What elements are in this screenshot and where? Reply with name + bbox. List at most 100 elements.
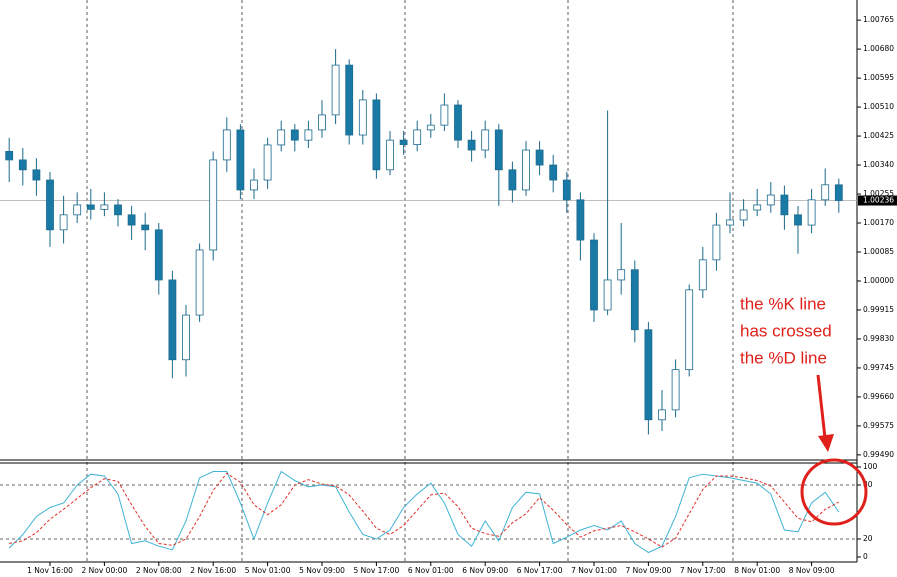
candle-body [263,144,272,181]
x-tick-label: 8 Nov 09:00 [789,566,835,575]
candle-body [821,184,830,201]
y-tick-label: 0 [863,552,868,561]
y-tick-label: 1.00425 [863,131,894,140]
candle-body [454,104,462,141]
candle-body [358,99,367,136]
line-series [8,470,840,554]
candle-body [726,219,734,226]
candle-body [603,279,612,311]
y-tick-label: 1.00510 [863,102,894,111]
y-tick-label: 100 [863,462,878,471]
candle-body [59,214,68,231]
candle-body [494,129,503,171]
y-tick-label: 1.00595 [863,73,894,82]
day-separators [86,0,734,562]
candle-body [236,129,245,191]
candle-body [73,204,82,216]
candle-body [46,179,54,231]
candle-body [549,164,558,181]
current-price-label: 1.00236 [863,196,894,205]
candle-body [345,64,354,136]
x-tick-label: 7 Nov 17:00 [680,566,726,575]
candle-body [372,99,381,171]
y-tick-label: 0.99575 [863,421,894,430]
candle-body [590,239,598,311]
candle-body [154,229,163,281]
y-tick-label: 1.00255 [863,189,894,198]
candle-body [318,114,326,131]
candle-body [807,199,816,226]
candle-body [277,129,286,146]
candle-body [481,129,490,151]
y-tick-label: 20 [863,534,873,543]
candle-body [753,204,762,211]
y-tick-label: 0.99830 [863,334,894,343]
candle-body [399,139,408,145]
x-tick-label: 7 Nov 09:00 [626,566,672,575]
candle-body [834,184,843,201]
annotation: the %K line [740,294,826,313]
line-series [9,472,840,548]
x-tick-label: 5 Nov 17:00 [354,566,400,575]
annotation-circle [800,458,868,526]
candle-body [644,329,653,421]
candle-body [250,179,258,191]
candle-body [182,314,190,361]
candle-body [766,194,775,206]
candle-body [141,224,150,231]
candle-body [100,204,109,210]
y-tick-label: 80 [863,480,873,489]
candle-body [794,214,802,226]
candle-body [630,269,639,331]
candle-body [562,179,571,201]
candle-body [712,224,721,261]
candle-body [209,159,218,251]
x-tick-label: 2 Nov 16:00 [190,566,236,575]
candle-body [290,129,299,141]
candle-body [222,129,231,161]
candle-body [576,199,585,241]
annotation-arrowhead [818,434,834,452]
y-tick-label: 1.00765 [863,15,894,24]
x-tick-label: 6 Nov 17:00 [517,566,563,575]
y-tick-label: 1.00000 [863,276,894,285]
y-tick-label: 0.99490 [863,450,894,459]
plot-layer: 1.00765 1.00680 1.00595 1.00510 1.00425 1.003… [0,15,897,575]
x-tick-label: 7 Nov 01:00 [571,566,617,575]
candle-body [440,104,449,126]
candle-body [413,129,422,145]
current-price-box [858,195,897,206]
y-tick-label: 0.99660 [863,392,894,401]
x-tick-label: 2 Nov 00:00 [82,566,128,575]
candle-body [86,204,95,210]
annotation: has crossed [740,321,832,340]
candle-body [195,249,204,316]
candle-body [386,139,394,171]
candle-body [114,204,122,216]
candle-body [331,64,340,116]
x-tick-label: 2 Nov 08:00 [136,566,182,575]
y-tick-label: 1.00170 [863,218,894,227]
annotation-arrow [816,374,827,439]
candle-body [168,279,177,361]
candle-body [685,289,694,371]
y-tick-label: 0.99745 [863,363,894,372]
annotation: the %D line [740,348,827,367]
candle-body [780,194,789,216]
candle-body [698,259,707,291]
candle-body [617,269,626,281]
x-tick-label: 1 Nov 16:00 [27,566,73,575]
candle-body [5,151,14,161]
x-tick-label: 6 Nov 01:00 [408,566,454,575]
candle-body [467,139,476,151]
y-tick-label: 1.00340 [863,160,894,169]
y-tick-label: 0.99915 [863,305,894,314]
candle-body [522,149,530,191]
candle-body [426,124,435,131]
x-tick-label: 8 Nov 01:00 [734,566,780,575]
candle-body [32,169,41,181]
candle-body [304,129,313,141]
